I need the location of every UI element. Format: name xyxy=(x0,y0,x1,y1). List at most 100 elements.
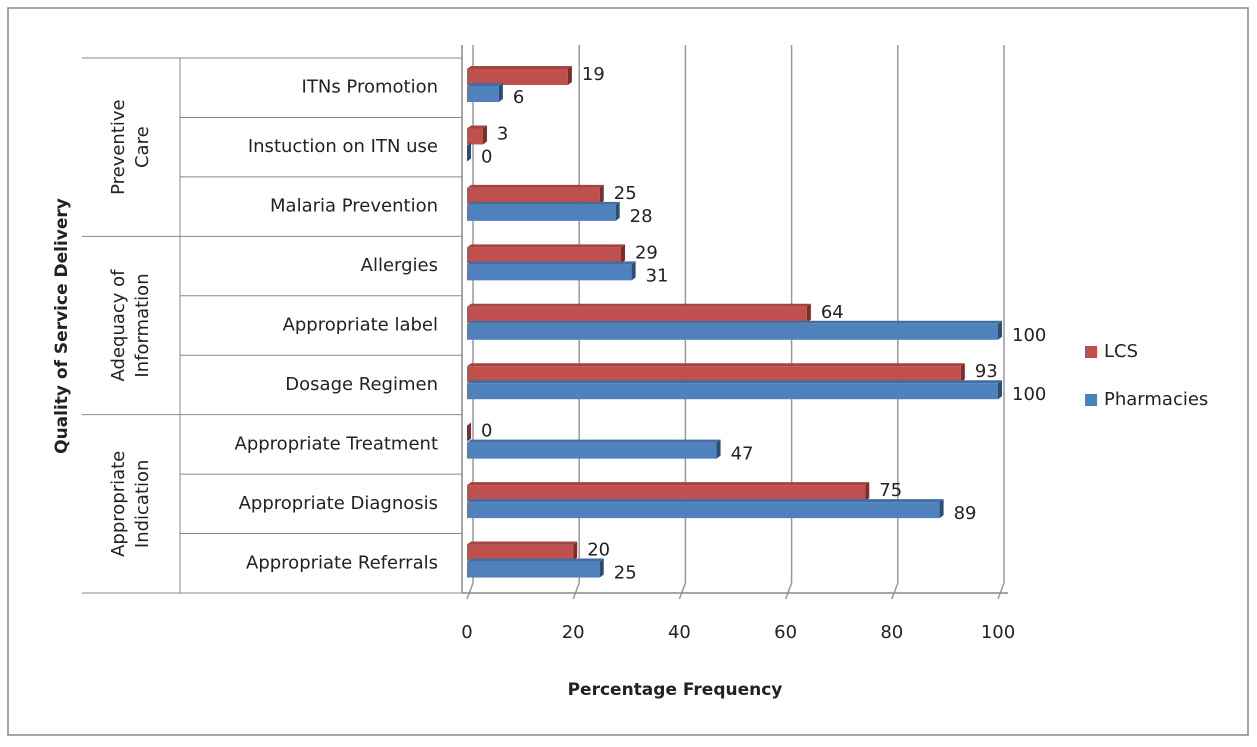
value-label: 93 xyxy=(975,361,998,382)
value-label: 25 xyxy=(614,183,637,204)
bar xyxy=(467,306,807,323)
group-label: Appropriate xyxy=(108,451,129,557)
group-label: Adequacy of xyxy=(108,269,129,382)
bar-side xyxy=(631,261,636,281)
bar-side xyxy=(467,422,471,442)
value-label: 29 xyxy=(635,242,658,263)
value-label: 89 xyxy=(954,503,977,524)
x-tick-label: 40 xyxy=(668,622,691,643)
value-label: 100 xyxy=(1012,325,1046,346)
value-label: 25 xyxy=(614,563,637,584)
bar-side xyxy=(806,303,811,323)
y-tick-label: Appropriate Diagnosis xyxy=(239,493,438,514)
bar-top xyxy=(467,83,503,86)
bar-top xyxy=(467,244,625,248)
bar-side xyxy=(716,439,721,459)
bar-side xyxy=(482,125,487,145)
bar-side xyxy=(615,201,620,221)
value-label: 3 xyxy=(497,123,508,144)
y-tick-label: Appropriate Treatment xyxy=(235,433,438,454)
legend-swatch xyxy=(1085,394,1097,406)
group-label: Care xyxy=(132,126,153,168)
bar-top xyxy=(467,380,1002,384)
value-label: 0 xyxy=(481,146,492,167)
value-label: 19 xyxy=(582,64,605,85)
floor-line xyxy=(784,582,793,600)
bar xyxy=(467,502,940,519)
bar-top xyxy=(467,125,487,129)
value-label: 75 xyxy=(879,480,902,501)
bar-top xyxy=(467,66,572,69)
bar-top xyxy=(467,320,1002,324)
bar-side xyxy=(620,244,625,264)
bar-side xyxy=(998,380,1002,400)
floor-line xyxy=(891,582,899,600)
y-axis-title: Quality of Service Delivery xyxy=(52,198,72,454)
bar xyxy=(467,264,632,281)
bar-top xyxy=(467,558,604,562)
bar xyxy=(467,383,998,400)
bar-top xyxy=(467,439,721,443)
bar-side xyxy=(998,320,1002,340)
legend-swatch xyxy=(1085,346,1097,358)
bar xyxy=(467,485,866,502)
y-tick-label: Appropriate Referrals xyxy=(246,552,438,573)
bar-side xyxy=(599,558,604,578)
bar-side xyxy=(573,541,578,561)
y-tick-label: Dosage Regimen xyxy=(285,374,438,395)
bar-side xyxy=(939,499,944,519)
bar xyxy=(467,69,568,85)
group-label: Preventive xyxy=(108,99,129,195)
bar-side xyxy=(467,142,471,162)
x-tick-label: 60 xyxy=(774,622,797,643)
bar-side xyxy=(599,184,604,204)
bar-side xyxy=(567,66,572,85)
bar xyxy=(467,323,998,340)
bar xyxy=(467,442,717,459)
floor-line xyxy=(572,582,580,600)
floor-line xyxy=(997,582,1005,600)
bar xyxy=(467,128,483,145)
bar xyxy=(467,86,499,102)
bar-top xyxy=(467,303,811,307)
legend-label: LCS xyxy=(1104,341,1138,362)
y-tick-label: Appropriate label xyxy=(283,315,438,336)
bar-top xyxy=(467,363,965,367)
floor-line xyxy=(466,582,474,600)
y-tick-label: Instuction on ITN use xyxy=(248,136,438,157)
bar-top xyxy=(467,184,604,188)
value-label: 6 xyxy=(513,87,524,108)
bar xyxy=(467,187,600,204)
group-label: Indication xyxy=(132,460,153,549)
y-tick-label: Malaria Prevention xyxy=(270,196,438,217)
bar xyxy=(467,544,574,561)
value-label: 64 xyxy=(821,302,844,323)
bar-top xyxy=(467,499,944,503)
bar-top xyxy=(467,261,636,265)
y-tick-label: ITNs Promotion xyxy=(302,77,438,98)
y-tick-label: Allergies xyxy=(361,255,438,276)
x-tick-label: 100 xyxy=(981,622,1015,643)
value-label: 31 xyxy=(646,265,669,286)
group-label: Information xyxy=(132,273,153,377)
bar-side xyxy=(498,83,503,102)
bar-top xyxy=(467,541,578,545)
value-label: 47 xyxy=(731,444,754,465)
bar-top xyxy=(467,201,620,205)
bar-side xyxy=(960,363,965,383)
x-tick-label: 80 xyxy=(880,622,903,643)
bar xyxy=(467,204,616,221)
value-label: 100 xyxy=(1012,384,1046,405)
bar-top xyxy=(467,482,870,486)
floor-line xyxy=(678,582,687,600)
value-label: 28 xyxy=(630,206,653,227)
bar xyxy=(467,247,621,264)
x-tick-label: 20 xyxy=(562,622,585,643)
x-tick-label: 0 xyxy=(461,622,472,643)
legend-label: Pharmacies xyxy=(1104,389,1208,410)
value-label: 20 xyxy=(587,540,610,561)
bar-side xyxy=(865,482,870,502)
x-axis-title: Percentage Frequency xyxy=(568,680,783,700)
value-label: 0 xyxy=(481,421,492,442)
